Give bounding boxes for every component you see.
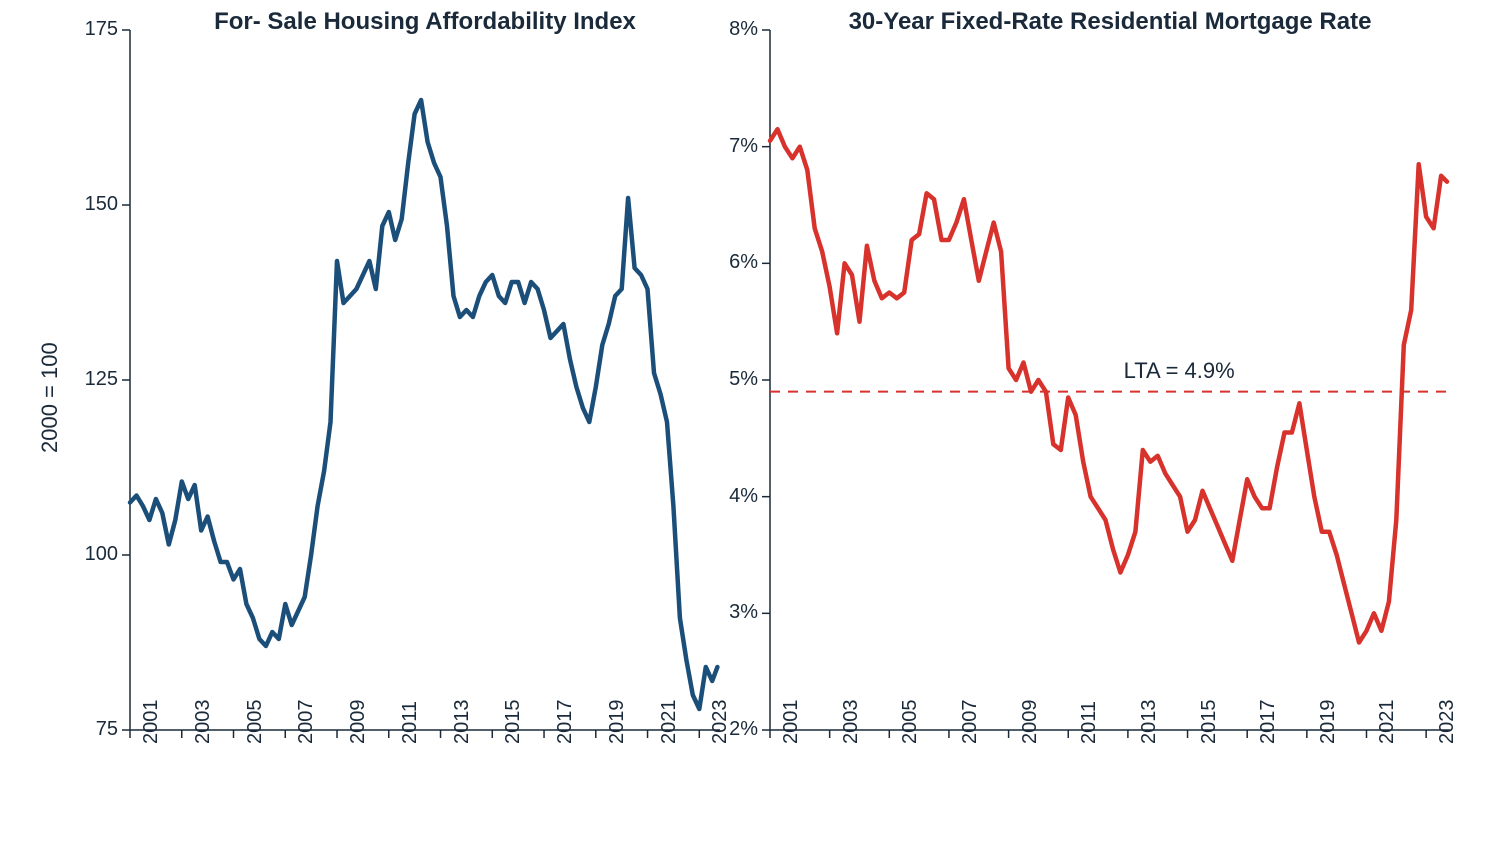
right-xtick-label: 2019 bbox=[1317, 700, 1340, 745]
left-ytick-label: 150 bbox=[85, 193, 118, 216]
left-xtick-label: 2019 bbox=[606, 700, 629, 745]
left-xtick-label: 2005 bbox=[244, 700, 267, 745]
left-ytick-label: 100 bbox=[85, 543, 118, 566]
chart-container: For- Sale Housing Affordability Index 30… bbox=[0, 0, 1500, 867]
right-ytick-label: 2% bbox=[729, 718, 758, 741]
right-ytick-label: 6% bbox=[729, 251, 758, 274]
left-xtick-label: 2009 bbox=[347, 700, 370, 745]
left-xtick-label: 2007 bbox=[295, 700, 318, 745]
right-xtick-label: 2011 bbox=[1078, 701, 1101, 744]
right-ytick-label: 8% bbox=[729, 18, 758, 41]
left-xtick-label: 2013 bbox=[451, 700, 474, 745]
left-ytick-label: 125 bbox=[85, 368, 118, 391]
left-xtick-label: 2011 bbox=[399, 701, 422, 744]
right-xtick-label: 2015 bbox=[1198, 700, 1221, 745]
right-ytick-label: 3% bbox=[729, 601, 758, 624]
right-xtick-label: 2001 bbox=[780, 700, 803, 745]
left-xtick-label: 2001 bbox=[140, 700, 163, 745]
left-xtick-label: 2021 bbox=[658, 700, 681, 745]
right-ytick-label: 5% bbox=[729, 368, 758, 391]
right-xtick-label: 2013 bbox=[1138, 700, 1161, 745]
left-xtick-label: 2017 bbox=[554, 700, 577, 745]
right-xtick-label: 2023 bbox=[1436, 700, 1459, 745]
right-xtick-label: 2007 bbox=[959, 700, 982, 745]
right-ytick-label: 4% bbox=[729, 485, 758, 508]
right-xtick-label: 2009 bbox=[1019, 700, 1042, 745]
right-ytick-label: 7% bbox=[729, 135, 758, 158]
left-xtick-label: 2003 bbox=[192, 700, 215, 745]
left-ytick-label: 75 bbox=[96, 718, 118, 741]
left-xtick-label: 2015 bbox=[502, 700, 525, 745]
right-xtick-label: 2003 bbox=[840, 700, 863, 745]
right-xtick-label: 2017 bbox=[1257, 700, 1280, 745]
right-xtick-label: 2021 bbox=[1376, 700, 1399, 745]
left-xtick-label: 2023 bbox=[709, 700, 732, 745]
right-xtick-label: 2005 bbox=[899, 700, 922, 745]
left-ytick-label: 175 bbox=[85, 18, 118, 41]
